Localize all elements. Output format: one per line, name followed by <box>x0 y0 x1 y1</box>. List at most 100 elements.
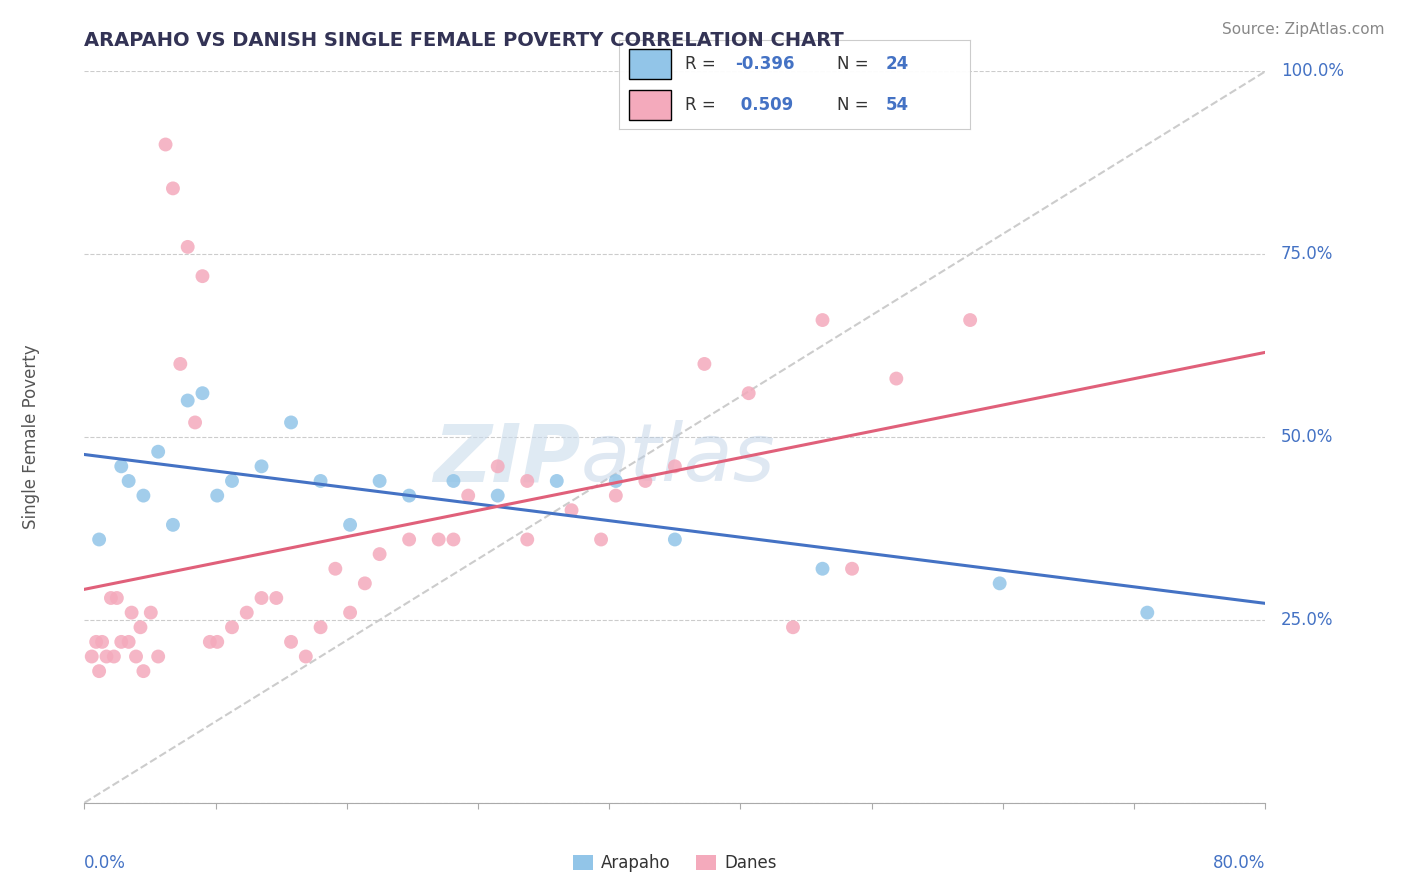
Point <box>91 635 114 649</box>
Point <box>250 459 273 474</box>
Point <box>148 649 170 664</box>
Point <box>634 474 657 488</box>
Text: 54: 54 <box>886 96 908 114</box>
Text: Source: ZipAtlas.com: Source: ZipAtlas.com <box>1222 22 1385 37</box>
Point <box>398 489 420 503</box>
Point <box>96 649 118 664</box>
Text: R =: R = <box>686 96 716 114</box>
Point <box>162 517 184 532</box>
Point <box>264 591 288 605</box>
Point <box>664 533 686 547</box>
Point <box>309 474 332 488</box>
Point <box>205 635 228 649</box>
Point <box>368 474 391 488</box>
Point <box>235 606 259 620</box>
Text: ARAPAHO VS DANISH SINGLE FEMALE POVERTY CORRELATION CHART: ARAPAHO VS DANISH SINGLE FEMALE POVERTY … <box>84 31 844 50</box>
Point <box>354 576 377 591</box>
Text: 100.0%: 100.0% <box>1281 62 1344 80</box>
Point <box>177 240 200 254</box>
Point <box>811 562 834 576</box>
Point <box>309 620 332 634</box>
Point <box>132 489 155 503</box>
Text: 0.0%: 0.0% <box>84 854 127 872</box>
Point <box>295 649 318 664</box>
Point <box>221 474 243 488</box>
Point <box>110 459 132 474</box>
Legend: Arapaho, Danes: Arapaho, Danes <box>567 847 783 879</box>
Point <box>560 503 583 517</box>
Point <box>87 533 111 547</box>
Point <box>139 606 162 620</box>
Text: ZIP: ZIP <box>433 420 581 498</box>
Point <box>148 444 170 458</box>
Point <box>841 562 863 576</box>
Point <box>398 533 420 547</box>
Point <box>782 620 804 634</box>
Point <box>811 313 834 327</box>
Point <box>886 371 908 385</box>
Point <box>198 635 221 649</box>
Point <box>280 416 302 430</box>
Point <box>339 606 361 620</box>
Point <box>280 635 302 649</box>
Text: 0.509: 0.509 <box>734 96 793 114</box>
Point <box>103 649 125 664</box>
Text: 25.0%: 25.0% <box>1281 611 1333 629</box>
Point <box>177 393 200 408</box>
Point <box>323 562 347 576</box>
Point <box>191 386 214 401</box>
Point <box>118 474 141 488</box>
Point <box>125 649 148 664</box>
Point <box>184 416 207 430</box>
Point <box>162 181 184 195</box>
Point <box>368 547 391 561</box>
Point <box>441 533 464 547</box>
Text: 75.0%: 75.0% <box>1281 245 1333 263</box>
Point <box>427 533 450 547</box>
Point <box>205 489 228 503</box>
Text: N =: N = <box>837 55 868 73</box>
Point <box>191 269 214 284</box>
Point <box>250 591 273 605</box>
Text: 24: 24 <box>886 55 910 73</box>
Text: atlas: atlas <box>581 420 775 498</box>
Point <box>105 591 128 605</box>
Text: Single Female Poverty: Single Female Poverty <box>22 345 41 529</box>
Point <box>121 606 143 620</box>
Point <box>169 357 191 371</box>
Point <box>591 533 613 547</box>
Point <box>516 533 538 547</box>
Point <box>664 459 686 474</box>
Point <box>441 474 464 488</box>
Point <box>1136 606 1159 620</box>
Point <box>110 635 132 649</box>
Text: 50.0%: 50.0% <box>1281 428 1333 446</box>
Point <box>546 474 568 488</box>
Point <box>959 313 981 327</box>
Point <box>221 620 243 634</box>
FancyBboxPatch shape <box>630 90 672 120</box>
Point <box>155 137 177 152</box>
Text: -0.396: -0.396 <box>734 55 794 73</box>
Point <box>80 649 103 664</box>
Point <box>605 474 627 488</box>
Point <box>339 517 361 532</box>
Text: N =: N = <box>837 96 868 114</box>
Point <box>988 576 1011 591</box>
Text: R =: R = <box>686 55 716 73</box>
Point <box>118 635 141 649</box>
Point <box>486 489 509 503</box>
Point <box>457 489 479 503</box>
Point <box>605 489 627 503</box>
Point <box>693 357 716 371</box>
Text: 80.0%: 80.0% <box>1213 854 1265 872</box>
Point <box>84 635 107 649</box>
Point <box>486 459 509 474</box>
Point <box>516 474 538 488</box>
Point <box>129 620 152 634</box>
Point <box>100 591 122 605</box>
Point <box>738 386 761 401</box>
Point <box>132 664 155 678</box>
Point <box>87 664 111 678</box>
FancyBboxPatch shape <box>630 49 672 79</box>
